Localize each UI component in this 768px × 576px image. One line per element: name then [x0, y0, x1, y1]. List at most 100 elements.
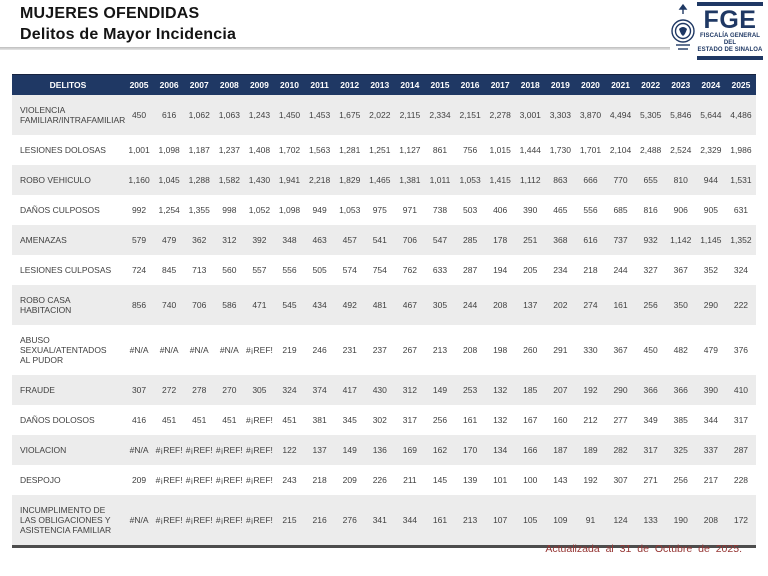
value-cell: 312: [402, 385, 417, 396]
value-cell: 350: [673, 300, 688, 311]
table-row: LESIONES DOLOSAS 1,001 1,098 1,187 1,237 1,40…: [12, 135, 756, 166]
value-cell: 366: [673, 385, 688, 396]
value-cell: 1,053: [339, 205, 361, 216]
value-cell: 218: [312, 475, 327, 486]
crime-incidence-table: DELITOS 2005 2006 2007 2008 2009 2010 2011 2012 2…: [12, 74, 756, 549]
value-cell: 134: [493, 445, 508, 456]
value-cell: 367: [613, 345, 628, 356]
fge-logo: FGE FISCALÍA GENERAL DEL ESTADO DE SINAL…: [670, 2, 763, 60]
title-divider: [0, 47, 670, 50]
value-cell: 1,063: [218, 110, 240, 120]
table-row: DAÑOS CULPOSOS 992 1,254 1,355 998 1,052 1,098…: [12, 195, 756, 226]
value-cell: 166: [523, 445, 538, 456]
value-cell: 344: [402, 515, 417, 526]
value-cell: #N/A: [129, 515, 149, 526]
value-cell: 2,151: [459, 110, 481, 120]
table-row: LESIONES CULPOSAS 724 845 713 560 557 556 505 57…: [12, 255, 756, 286]
value-cell: 2,022: [369, 110, 391, 120]
page-title: MUJERES OFENDIDAS: [20, 5, 200, 22]
value-cell: 213: [462, 515, 478, 526]
column-header-year: 2008: [214, 74, 245, 95]
value-cell: 738: [432, 205, 448, 216]
value-cell: 713: [192, 265, 207, 276]
value-cell: 1,045: [158, 175, 180, 186]
value-cell: 222: [733, 300, 749, 311]
table-row: AMENAZAS 579 479 362 312 392 348 463 457 541 706 54…: [12, 225, 756, 256]
value-cell: 1,127: [399, 145, 421, 156]
table-row: VIOLENCIA FAMILIAR/INTRAFAMILIAR 450 616 1,…: [12, 95, 756, 136]
value-cell: 169: [402, 445, 417, 456]
value-cell: 226: [372, 475, 387, 486]
value-cell: 416: [131, 415, 147, 426]
value-cell: #¡REF!: [245, 475, 273, 486]
value-cell: #N/A: [189, 345, 209, 356]
value-cell: 251: [523, 235, 538, 246]
value-cell: 1,011: [429, 175, 451, 186]
value-cell: #N/A: [129, 345, 149, 356]
value-cell: 209: [342, 475, 357, 486]
value-cell: 244: [462, 300, 478, 311]
value-cell: 282: [613, 445, 628, 456]
value-cell: 2,524: [670, 145, 692, 156]
value-cell: 390: [703, 385, 718, 396]
value-cell: 5,846: [670, 110, 692, 120]
value-cell: #N/A: [219, 345, 239, 356]
value-cell: #¡REF!: [245, 415, 273, 426]
column-header-year: 2021: [605, 74, 636, 95]
value-cell: 139: [462, 475, 478, 486]
value-cell: 277: [613, 415, 628, 426]
value-cell: 276: [342, 515, 357, 526]
value-cell: 2,115: [399, 110, 421, 120]
value-cell: 285: [462, 235, 478, 246]
value-cell: 975: [372, 205, 387, 216]
value-cell: 492: [342, 300, 357, 311]
value-cell: 172: [733, 515, 749, 526]
value-cell: 192: [583, 385, 598, 396]
value-cell: 5,644: [700, 110, 722, 120]
value-cell: 861: [432, 145, 448, 156]
value-cell: 754: [372, 265, 387, 276]
delito-name-cell: DESPOJO: [20, 475, 61, 486]
value-cell: 949: [312, 205, 327, 216]
value-cell: #¡REF!: [155, 515, 183, 526]
value-cell: 1,701: [579, 145, 602, 156]
value-cell: 270: [222, 385, 237, 396]
value-cell: 505: [312, 265, 327, 276]
fge-wordmark: FGE FISCALÍA GENERAL DEL ESTADO DE SINAL…: [697, 2, 763, 60]
value-cell: 479: [162, 235, 177, 246]
table-row: FRAUDE 307 272 278 270 305 324 374 417 430 312 149 2…: [12, 375, 756, 406]
value-cell: 368: [553, 235, 568, 246]
value-cell: 208: [703, 515, 718, 526]
value-cell: 327: [643, 265, 658, 276]
value-cell: 1,160: [128, 175, 150, 186]
value-cell: 655: [643, 175, 658, 186]
value-cell: 132: [493, 415, 508, 426]
value-cell: 998: [222, 205, 237, 216]
value-cell: 633: [432, 265, 448, 276]
value-cell: 481: [372, 300, 387, 311]
delito-name-cell: ABUSO SEXUAL/ATENTADOS AL PUDOR: [20, 335, 107, 366]
value-cell: 2,488: [640, 145, 662, 156]
value-cell: 541: [372, 235, 387, 246]
value-cell: 244: [613, 265, 628, 276]
report-titles: MUJERES OFENDIDAS Delitos de Mayor Incid…: [20, 5, 236, 44]
value-cell: 1,015: [489, 145, 511, 156]
value-cell: 305: [432, 300, 448, 311]
value-cell: 105: [523, 515, 538, 526]
table-row: VIOLACION #N/A #¡REF! #¡REF! #¡REF! #¡REF! 122…: [12, 435, 756, 466]
value-cell: 341: [372, 515, 387, 526]
value-cell: 631: [733, 205, 749, 216]
value-cell: #¡REF!: [245, 445, 273, 456]
value-cell: 810: [673, 175, 688, 186]
value-cell: 317: [643, 445, 658, 456]
value-cell: 290: [703, 300, 718, 311]
value-cell: 202: [553, 300, 568, 311]
value-cell: 287: [462, 265, 478, 276]
value-cell: 260: [523, 345, 538, 356]
value-cell: 218: [583, 265, 598, 276]
value-cell: 1,062: [188, 110, 210, 120]
column-header-year: 2009: [244, 74, 275, 95]
value-cell: 215: [282, 515, 297, 526]
value-cell: 107: [493, 515, 508, 526]
delito-name-cell: FRAUDE: [20, 385, 55, 396]
